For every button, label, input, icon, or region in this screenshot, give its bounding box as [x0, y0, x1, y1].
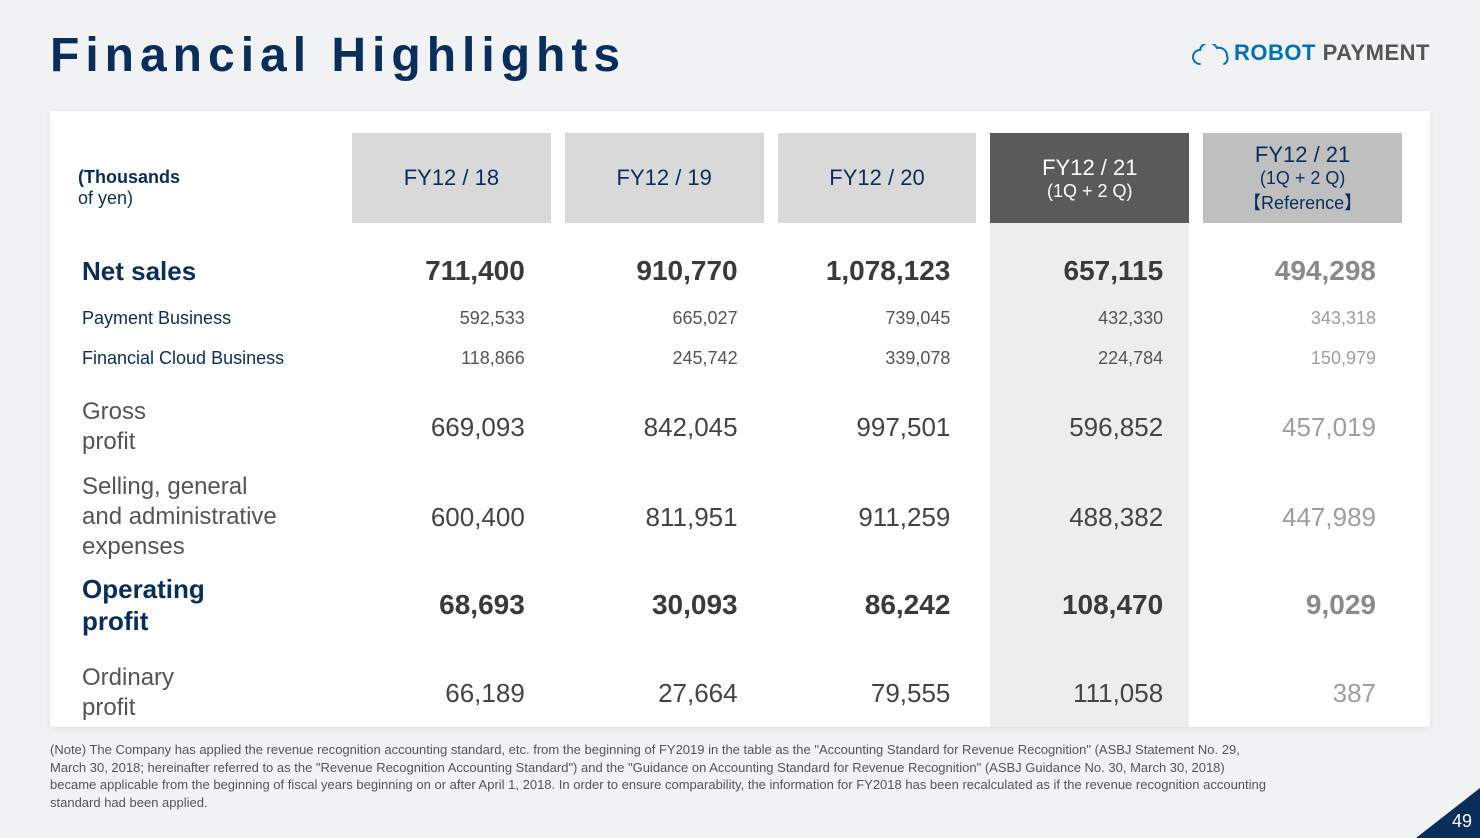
col-header-label: FY12 / 21: [1255, 142, 1350, 168]
table-cell: 739,045: [778, 301, 977, 335]
brand-word-1: ROBOT: [1234, 40, 1316, 65]
col-header-fy21-ref: FY12 / 21 (1Q + 2 Q) 【Reference】: [1203, 133, 1402, 223]
unit-label-line1: (Thousands: [78, 167, 180, 187]
table-cell: 1,078,123: [778, 247, 977, 295]
table-cell: 150,979: [1203, 341, 1402, 375]
table-cell: 711,400: [352, 247, 551, 295]
table-cell: 911,259: [778, 479, 977, 555]
row-label: Payment Business: [78, 301, 338, 335]
table-cell: 447,989: [1203, 479, 1402, 555]
col-header-sub: (1Q + 2 Q): [1047, 181, 1133, 202]
col-header-label: FY12 / 18: [404, 165, 499, 191]
table-cell: 600,400: [352, 479, 551, 555]
row-spacer: [78, 223, 1402, 247]
table-cell: 842,045: [565, 389, 764, 465]
table-cell: 224,784: [990, 341, 1189, 375]
footnote: (Note) The Company has applied the reven…: [50, 741, 1270, 811]
table-cell: 245,742: [565, 341, 764, 375]
table-cell: 339,078: [778, 341, 977, 375]
table-cell: 665,027: [565, 301, 764, 335]
table-cell: 30,093: [565, 569, 764, 641]
row-spacer: [78, 375, 1402, 389]
table-cell: 86,242: [778, 569, 977, 641]
table-cell: 657,115: [990, 247, 1189, 295]
row-label: Ordinary profit: [78, 655, 338, 727]
row-label: Gross profit: [78, 389, 338, 465]
col-header-fy21: FY12 / 21 (1Q + 2 Q): [990, 133, 1189, 223]
table-cell: 669,093: [352, 389, 551, 465]
row-label: Net sales: [78, 247, 338, 295]
col-header-sub: (1Q + 2 Q) 【Reference】: [1243, 168, 1362, 215]
col-header-label: FY12 / 21: [1042, 155, 1137, 181]
table-cell: 9,029: [1203, 569, 1402, 641]
table-cell: 811,951: [565, 479, 764, 555]
table-cell: 457,019: [1203, 389, 1402, 465]
table-cell: 494,298: [1203, 247, 1402, 295]
row-label: Operating profit: [78, 569, 338, 641]
table-cell: 27,664: [565, 655, 764, 727]
table-cell: 910,770: [565, 247, 764, 295]
col-header-label: FY12 / 19: [617, 165, 712, 191]
slide-title: Financial Highlights: [50, 28, 626, 83]
table-cell: 68,693: [352, 569, 551, 641]
financial-table-card: (Thousands of yen) FY12 / 18 FY12 / 19 F…: [50, 111, 1430, 727]
table-cell: 79,555: [778, 655, 977, 727]
row-spacer: [78, 641, 1402, 655]
page-number: 49: [1452, 811, 1472, 832]
table-cell: 118,866: [352, 341, 551, 375]
table-cell: 66,189: [352, 655, 551, 727]
table-cell: 997,501: [778, 389, 977, 465]
table-cell: 111,058: [990, 655, 1189, 727]
row-label: Financial Cloud Business: [78, 341, 338, 375]
table-cell: 488,382: [990, 479, 1189, 555]
cloud-icon: [1192, 44, 1232, 70]
brand-logo-text: ROBOT PAYMENT: [1234, 40, 1430, 66]
unit-label: (Thousands of yen): [78, 133, 338, 223]
table-cell: 592,533: [352, 301, 551, 335]
table-cell: 343,318: [1203, 301, 1402, 335]
current-column-highlight: [990, 223, 1189, 727]
row-label: Selling, general and administrative expe…: [78, 479, 338, 555]
financial-table: (Thousands of yen) FY12 / 18 FY12 / 19 F…: [50, 111, 1430, 727]
table-cell: 108,470: [990, 569, 1189, 641]
col-header-fy19: FY12 / 19: [565, 133, 764, 223]
col-header-fy20: FY12 / 20: [778, 133, 977, 223]
brand-logo: ROBOT PAYMENT: [1192, 28, 1430, 66]
slide-header: Financial Highlights ROBOT PAYMENT: [0, 0, 1480, 83]
brand-word-2: PAYMENT: [1316, 40, 1430, 65]
table-cell: 432,330: [990, 301, 1189, 335]
unit-label-line2: of yen): [78, 188, 133, 209]
col-header-label: FY12 / 20: [829, 165, 924, 191]
col-header-fy18: FY12 / 18: [352, 133, 551, 223]
table-cell: 596,852: [990, 389, 1189, 465]
table-cell: 387: [1203, 655, 1402, 727]
